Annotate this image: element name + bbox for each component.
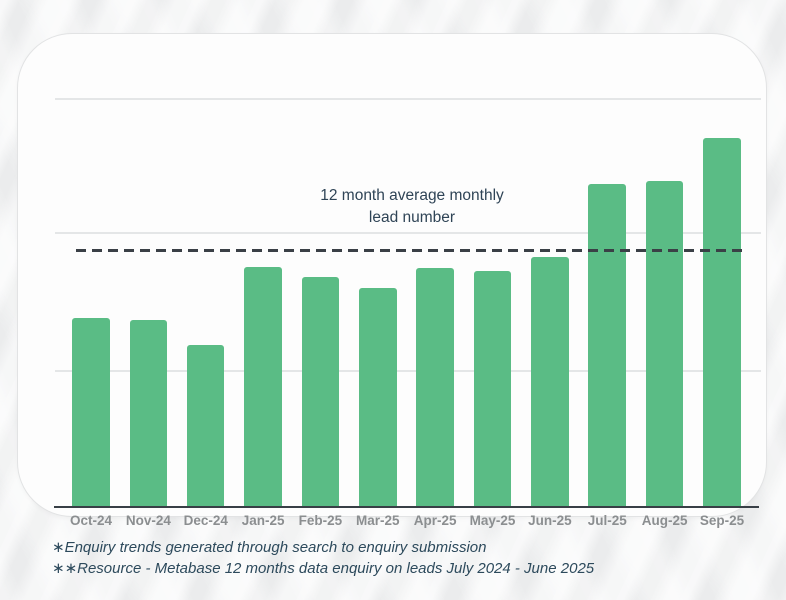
x-axis-labels: Oct-24 Nov-24 Dec-24 Jan-25 Feb-25 Mar-25 Apr-…: [18, 513, 786, 529]
bar-dec-24: [186, 345, 225, 506]
x-tick-label-feb-25: Feb-25: [298, 513, 343, 528]
bar-jul-25: [588, 184, 626, 506]
gridline: [55, 232, 761, 234]
x-tick-label-dec-24: Dec-24: [183, 513, 228, 528]
annotation-line-2: lead number: [368, 209, 456, 226]
bar-mar-25: [359, 288, 397, 506]
x-tick-label-jun-25: Jun-25: [528, 513, 572, 528]
x-tick-label-apr-25: Apr-25: [413, 513, 457, 528]
bar-nov-24: [129, 320, 168, 506]
x-tick-label-sep-25: Sep-25: [699, 513, 745, 528]
gridline: [55, 98, 761, 100]
footnotes: ∗Enquiry trends generated through search…: [52, 538, 594, 579]
x-axis-line: [54, 505, 759, 508]
x-tick-label-jan-25: Jan-25: [241, 513, 285, 528]
bar-may-25: [473, 271, 512, 506]
bar-oct-24: [72, 318, 110, 506]
bar-jun-25: [531, 257, 569, 506]
bar-apr-25: [416, 268, 454, 506]
x-tick-label-jul-25: Jul-25: [587, 513, 627, 528]
bar-feb-25: [301, 277, 340, 506]
footnote-2: ∗∗Resource - Metabase 12 months data enq…: [52, 559, 595, 577]
annotation-line-1: 12 month average monthly: [320, 187, 504, 204]
bar-chart-plot-area: [18, 98, 786, 508]
bar-aug-25: [645, 181, 684, 506]
x-tick-label-nov-24: Nov-24: [125, 513, 171, 528]
x-tick-label-oct-24: Oct-24: [69, 513, 113, 528]
chart-card: 12 month average monthly lead number Oct…: [17, 33, 767, 528]
x-tick-label-aug-25: Aug-25: [641, 513, 688, 528]
bar-jan-25: [244, 267, 282, 506]
bar-sep-25: [703, 138, 741, 506]
x-tick-label-may-25: May-25: [469, 513, 516, 528]
gridline: [55, 370, 761, 372]
footnote-1: ∗Enquiry trends generated through search…: [52, 539, 487, 556]
average-dashed-line: [76, 249, 747, 252]
x-tick-label-mar-25: Mar-25: [356, 513, 400, 528]
average-line-annotation: 12 month average monthly lead number: [320, 185, 504, 229]
